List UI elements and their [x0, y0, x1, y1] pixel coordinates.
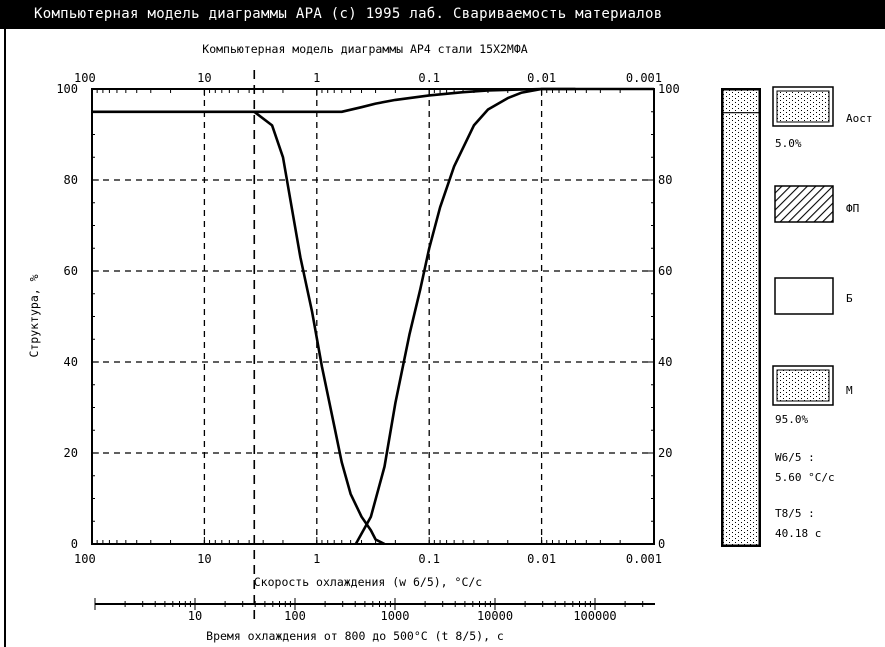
grid-lines: [92, 89, 654, 544]
legend-label-m: М: [846, 384, 853, 397]
legend-swatch-fp: [774, 185, 834, 223]
x2-axis-label: Время охлаждения от 800 до 500°C (t 8/5)…: [206, 629, 504, 643]
w65-value: 5.60 °C/c: [775, 471, 835, 484]
window-title: Компьютерная модель диаграммы АРА (c) 19…: [34, 6, 663, 22]
structure-column: [721, 88, 761, 547]
y-axis-label: Структура, %: [27, 274, 41, 357]
structure-column-fill: [722, 89, 760, 546]
y-tick-label-right: 80: [658, 173, 672, 187]
x-tick-label-top: 0.01: [527, 71, 556, 85]
time-axis: 10 100 1000 10000 100000: [94, 598, 655, 623]
structure-column-segment-0: [722, 89, 760, 114]
axis-ticks: [92, 88, 655, 545]
x-tick-label-bottom: 0.1: [418, 552, 440, 566]
legend-value-m: 95.0%: [775, 413, 808, 426]
x-tick-label-top: 1: [313, 71, 320, 85]
y-tick-label-right: 60: [658, 264, 672, 278]
legend-swatch-b: [774, 277, 834, 315]
x-tick-label-bottom: 0.01: [527, 552, 556, 566]
application-frame: [4, 29, 884, 647]
series-line-1: [354, 87, 576, 545]
w65-label: W6/5 :: [775, 451, 815, 464]
time-axis-tick-label: 100: [284, 609, 306, 623]
x-tick-label-bottom: 10: [197, 552, 211, 566]
time-axis-tick-label: 10000: [477, 609, 513, 623]
legend-swatch-aost-inner: [776, 90, 830, 123]
x-tick-label-top: 10: [197, 71, 211, 85]
time-axis-tick-label: 1000: [381, 609, 410, 623]
legend: Аост 5.0% ФП Б М 95.0%: [772, 86, 873, 426]
y-tick-label-left: 60: [64, 264, 78, 278]
y-tick-label-left: 80: [64, 173, 78, 187]
x-tick-label-top: 0.1: [418, 71, 440, 85]
legend-label-b: Б: [846, 292, 853, 305]
x-tick-label-top: 0.001: [626, 71, 662, 85]
x-tick-label-bottom: 0.001: [626, 552, 662, 566]
legend-label-aost: Аост: [846, 112, 873, 125]
time-axis-tick-label: 10: [188, 609, 202, 623]
time-axis-tick-label: 100000: [573, 609, 616, 623]
t85-value: 40.18 c: [775, 527, 821, 540]
structure-column-segment-3: [722, 112, 760, 546]
y-tick-label-left: 20: [64, 446, 78, 460]
chart-title: Компьютерная модель диаграммы АР4 стали …: [202, 42, 527, 56]
plot-area: [91, 88, 655, 545]
legend-label-fp: ФП: [846, 202, 859, 215]
y-tick-label-right: 20: [658, 446, 672, 460]
x-axis-label: Скорость охлаждения (w 6/5), °C/c: [254, 575, 482, 589]
y-tick-label-left: 40: [64, 355, 78, 369]
t85-label: T8/5 :: [775, 507, 815, 520]
x-tick-label-bottom: 1: [313, 552, 320, 566]
legend-swatch-m-inner: [776, 369, 830, 402]
y-tick-label-left: 100: [56, 82, 78, 96]
legend-value-aost: 5.0%: [775, 137, 802, 150]
y-tick-label-right: 100: [658, 82, 680, 96]
series-group: [92, 87, 654, 546]
x-tick-label-bottom: 100: [74, 552, 96, 566]
y-tick-label-right: 40: [658, 355, 672, 369]
series-line-2: [92, 87, 654, 114]
window-title-bar: Компьютерная модель диаграммы АРА (c) 19…: [0, 0, 885, 29]
y-tick-label-right: 0: [658, 537, 665, 551]
y-tick-label-left: 0: [71, 537, 78, 551]
series-line-0: [253, 110, 386, 546]
x-tick-label-top: 100: [74, 71, 96, 85]
